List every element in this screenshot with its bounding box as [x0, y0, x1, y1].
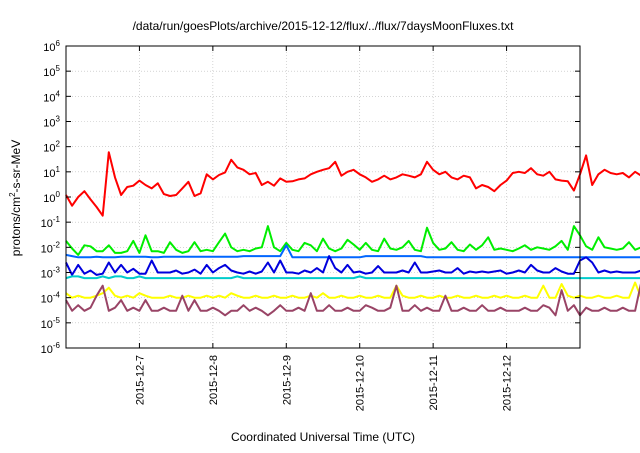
y-tick-label: 10-2 — [41, 240, 61, 255]
y-tick-label-exp: 5 — [56, 64, 61, 73]
y-axis-label: protons/cm2-s-sr-MeV — [8, 140, 23, 256]
y-tick-label-base: 10 — [41, 319, 53, 331]
y-tick-label-base: 10 — [43, 193, 55, 205]
y-axis-label-sup: 2 — [8, 192, 17, 197]
series-line-4 — [65, 255, 640, 276]
grid-layer — [66, 46, 580, 348]
series-line-5 — [65, 275, 640, 280]
y-tick-label-exp: -3 — [53, 266, 61, 275]
series-line-6 — [65, 281, 640, 299]
x-tick-label: 2015-12-7 — [134, 355, 146, 405]
y-tick-label-exp: 6 — [56, 39, 61, 48]
y-tick-label-exp: -5 — [53, 316, 61, 325]
y-tick-label: 100 — [43, 190, 60, 205]
series-layer — [65, 151, 640, 317]
y-tick-label-base: 10 — [43, 118, 55, 130]
y-tick-label-exp: -6 — [53, 341, 61, 350]
series-line-7 — [65, 283, 640, 317]
y-tick-label-exp: -1 — [53, 215, 61, 224]
x-tick-label: 2015-12-12 — [502, 355, 514, 411]
y-tick-label-base: 10 — [43, 143, 55, 155]
y-tick-label-exp: 0 — [56, 190, 61, 199]
y-axis-label-base: protons/cm — [9, 197, 23, 256]
x-tick-label: 2015-12-11 — [428, 355, 440, 410]
x-tick-label: 2015-12-8 — [208, 355, 220, 405]
y-tick-label-base: 10 — [43, 92, 55, 104]
y-tick-label: 101 — [43, 165, 60, 180]
y-tick-label: 105 — [43, 64, 60, 79]
y-tick-label-base: 10 — [41, 218, 53, 230]
y-tick-label-base: 10 — [43, 168, 55, 180]
x-tick-label: 2015-12-9 — [281, 355, 293, 405]
y-tick-label-base: 10 — [41, 344, 53, 356]
y-tick-label-exp: 1 — [56, 165, 61, 174]
y-tick-label-base: 10 — [43, 42, 55, 54]
series-line-3 — [65, 244, 640, 259]
y-tick-label: 106 — [43, 39, 60, 54]
y-tick-label-base: 10 — [43, 67, 55, 79]
series-line-1 — [65, 151, 640, 217]
y-tick-label-exp: 4 — [56, 89, 61, 98]
y-tick-label-base: 10 — [41, 294, 53, 306]
x-axis-label: Coordinated Universal Time (UTC) — [231, 430, 415, 444]
y-tick-label: 10-6 — [41, 341, 61, 356]
series-line-2 — [65, 225, 640, 256]
chart-title: /data/run/goesPlots/archive/2015-12-12/f… — [133, 19, 515, 33]
y-tick-label-exp: -2 — [53, 240, 61, 249]
y-tick-label-base: 10 — [41, 243, 53, 255]
axes-layer: 10-610-510-410-310-210-11001011021031041… — [41, 39, 581, 411]
y-tick-label-base: 10 — [41, 269, 53, 281]
y-axis-label-rest: -s-sr-MeV — [9, 140, 23, 193]
plot-frame — [65, 45, 581, 349]
y-tick-label: 10-3 — [41, 266, 61, 281]
y-tick-label-exp: 2 — [56, 140, 61, 149]
y-tick-label: 10-4 — [41, 291, 61, 306]
y-tick-label: 10-5 — [41, 316, 61, 331]
x-tick-label: 2015-12-10 — [355, 355, 367, 411]
y-tick-label: 102 — [43, 140, 60, 155]
y-tick-label-exp: -4 — [53, 291, 61, 300]
y-tick-label-exp: 3 — [56, 115, 61, 124]
y-tick-label: 10-1 — [41, 215, 61, 230]
y-tick-label: 103 — [43, 115, 60, 130]
y-tick-label: 104 — [43, 89, 60, 104]
